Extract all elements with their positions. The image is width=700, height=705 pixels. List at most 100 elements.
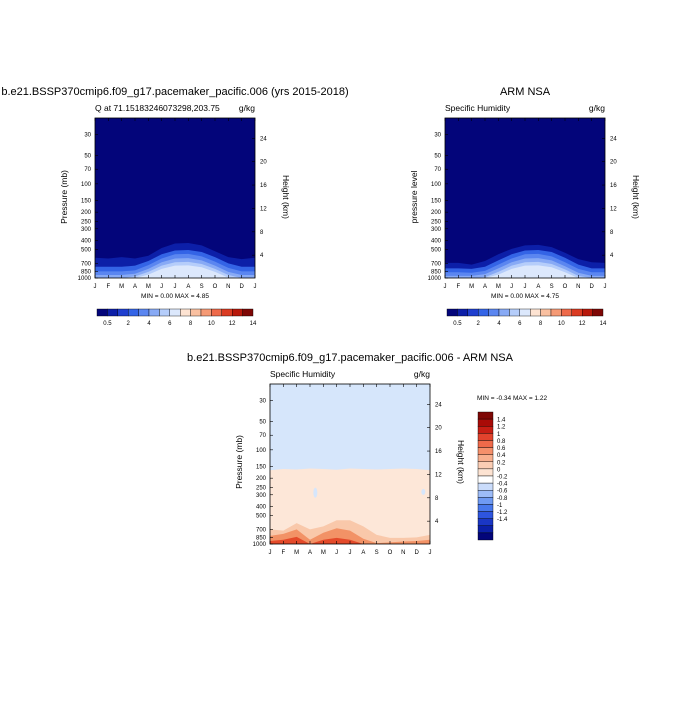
diff-positive-band (270, 536, 430, 544)
x-tick-label: D (239, 284, 244, 290)
y-tick-label: 200 (81, 210, 92, 216)
y-tick-label: 250 (256, 485, 267, 491)
colorbar-swatch (477, 418, 494, 427)
x-tick-label: J (429, 550, 432, 556)
panel-obs-subtitle: Specific Humidity (445, 103, 511, 113)
x-tick-label: M (469, 284, 474, 290)
x-tick-label: A (308, 550, 312, 556)
x-tick-label: S (375, 550, 379, 556)
panel-diff-units: g/kg (414, 369, 430, 379)
panel-model-stats: MIN = 0.00 MAX = 4.85 (141, 293, 209, 300)
colorbar-swatch (530, 308, 541, 317)
x-tick-label: M (119, 284, 124, 290)
panel-model-title: b.e21.BSSP370cmip6.f09_g17.pacemaker_pac… (1, 86, 348, 98)
colorbar-swatch (96, 308, 108, 317)
colorbar-swatch (477, 411, 494, 420)
x-tick-label: O (563, 284, 568, 290)
y-tick-label: 50 (84, 153, 91, 159)
y-tick-label: 250 (81, 219, 92, 225)
y-right-tick-label: 4 (260, 253, 264, 259)
colorbar-swatch (477, 433, 494, 441)
colorbar-swatch (477, 475, 494, 484)
y-right-tick-label: 8 (260, 230, 264, 236)
colorbar-label: 4 (147, 321, 151, 327)
y-tick-label: 400 (81, 239, 92, 245)
panel-obs-ylabel: pressure level (409, 170, 419, 223)
x-tick-label: F (106, 284, 110, 290)
y-tick-label: 850 (256, 535, 267, 541)
panel-obs-ylabel-right: Height (km) (631, 175, 641, 219)
x-tick-label: J (94, 284, 97, 290)
y-tick-label: 1000 (253, 542, 267, 548)
panel-model: b.e21.BSSP370cmip6.f09_g17.pacemaker_pac… (1, 86, 348, 327)
colorbar-swatch (477, 490, 494, 498)
x-tick-label: O (388, 550, 393, 556)
colorbar-label: 6 (518, 321, 522, 327)
colorbar-swatch (561, 308, 573, 317)
colorbar-swatch (457, 308, 468, 317)
y-tick-label: 150 (431, 198, 442, 204)
x-tick-label: N (401, 550, 405, 556)
colorbar-label: 0.4 (497, 453, 506, 459)
colorbar-swatch (488, 308, 500, 317)
x-tick-label: J (524, 284, 527, 290)
colorbar-label: 0.6 (497, 446, 506, 452)
x-tick-label: F (281, 550, 285, 556)
y-tick-label: 700 (431, 261, 442, 267)
y-right-tick-label: 8 (610, 230, 614, 236)
y-tick-label: 150 (81, 198, 92, 204)
colorbar-swatch (477, 525, 494, 534)
panel-model-subtitle: Q at 71.15183246073298,203.75 (95, 103, 220, 113)
x-tick-label: O (213, 284, 218, 290)
y-tick-label: 500 (81, 248, 92, 254)
y-right-tick-label: 20 (435, 426, 442, 432)
x-tick-label: A (361, 550, 365, 556)
colorbar-swatch (477, 511, 494, 519)
y-tick-label: 300 (81, 227, 92, 233)
colorbar-swatch (179, 308, 191, 317)
x-tick-label: J (174, 284, 177, 290)
colorbar-label: 0.2 (497, 460, 506, 466)
colorbar-swatch (467, 308, 479, 317)
x-tick-label: S (550, 284, 554, 290)
x-tick-label: D (414, 550, 419, 556)
colorbar-swatch (200, 308, 212, 317)
panel-diff-plot: J F M A M J J A S O N D J 30 50 70 100 150 200 250 300 400 500… (253, 383, 442, 556)
colorbar-label: -1 (497, 503, 503, 509)
y-right-tick-label: 4 (610, 253, 614, 259)
colorbar-label: 0.5 (453, 321, 462, 327)
x-tick-label: J (444, 284, 447, 290)
y-tick-label: 700 (81, 261, 92, 267)
colorbar-label: 10 (208, 321, 215, 327)
y-right-tick-label: 20 (260, 160, 267, 166)
panel-model-units: g/kg (239, 103, 255, 113)
panel-model-plot: J F M A M J J A S O N D J 30 50 70 100 150 200 250 300 400 500… (78, 117, 267, 290)
colorbar-swatch (477, 447, 494, 455)
colorbar-label: -0.4 (497, 482, 508, 488)
y-tick-label: 400 (431, 239, 442, 245)
colorbar-swatch (478, 308, 489, 317)
colorbar-label: 1.2 (497, 425, 506, 431)
y-tick-label: 50 (259, 419, 266, 425)
panel-diff-ylabel-right: Height (km) (456, 440, 466, 484)
y-tick-label: 70 (259, 433, 266, 439)
colorbar-label: -0.6 (497, 489, 508, 495)
colorbar-swatch (117, 308, 129, 317)
panel-model-ylabel: Pressure (mb) (59, 170, 69, 224)
x-tick-label: S (200, 284, 204, 290)
x-tick-label: J (254, 284, 257, 290)
colorbar-swatch (159, 308, 170, 317)
colorbar-diff: 1.41.210.80.60.40.20-0.2-0.4-0.6-0.8-1-1… (477, 411, 508, 541)
diff-negative-blob (313, 487, 318, 498)
x-tick-label: J (510, 284, 513, 290)
colorbar-swatch (211, 308, 222, 317)
colorbar-swatch (231, 308, 243, 317)
y-tick-label: 1000 (78, 276, 92, 282)
colorbar-swatch (148, 308, 160, 317)
y-right-tick-label: 16 (610, 183, 617, 189)
y-tick-label: 850 (81, 269, 92, 275)
colorbar-obs: 0.5 2 4 6 8 10 12 14 (446, 308, 607, 327)
colorbar-label: 2 (127, 321, 131, 327)
colorbar-label: -1.2 (497, 510, 508, 516)
panel-obs: ARM NSA Specific Humidity g/kg J F M A M J J A S… (409, 86, 641, 327)
